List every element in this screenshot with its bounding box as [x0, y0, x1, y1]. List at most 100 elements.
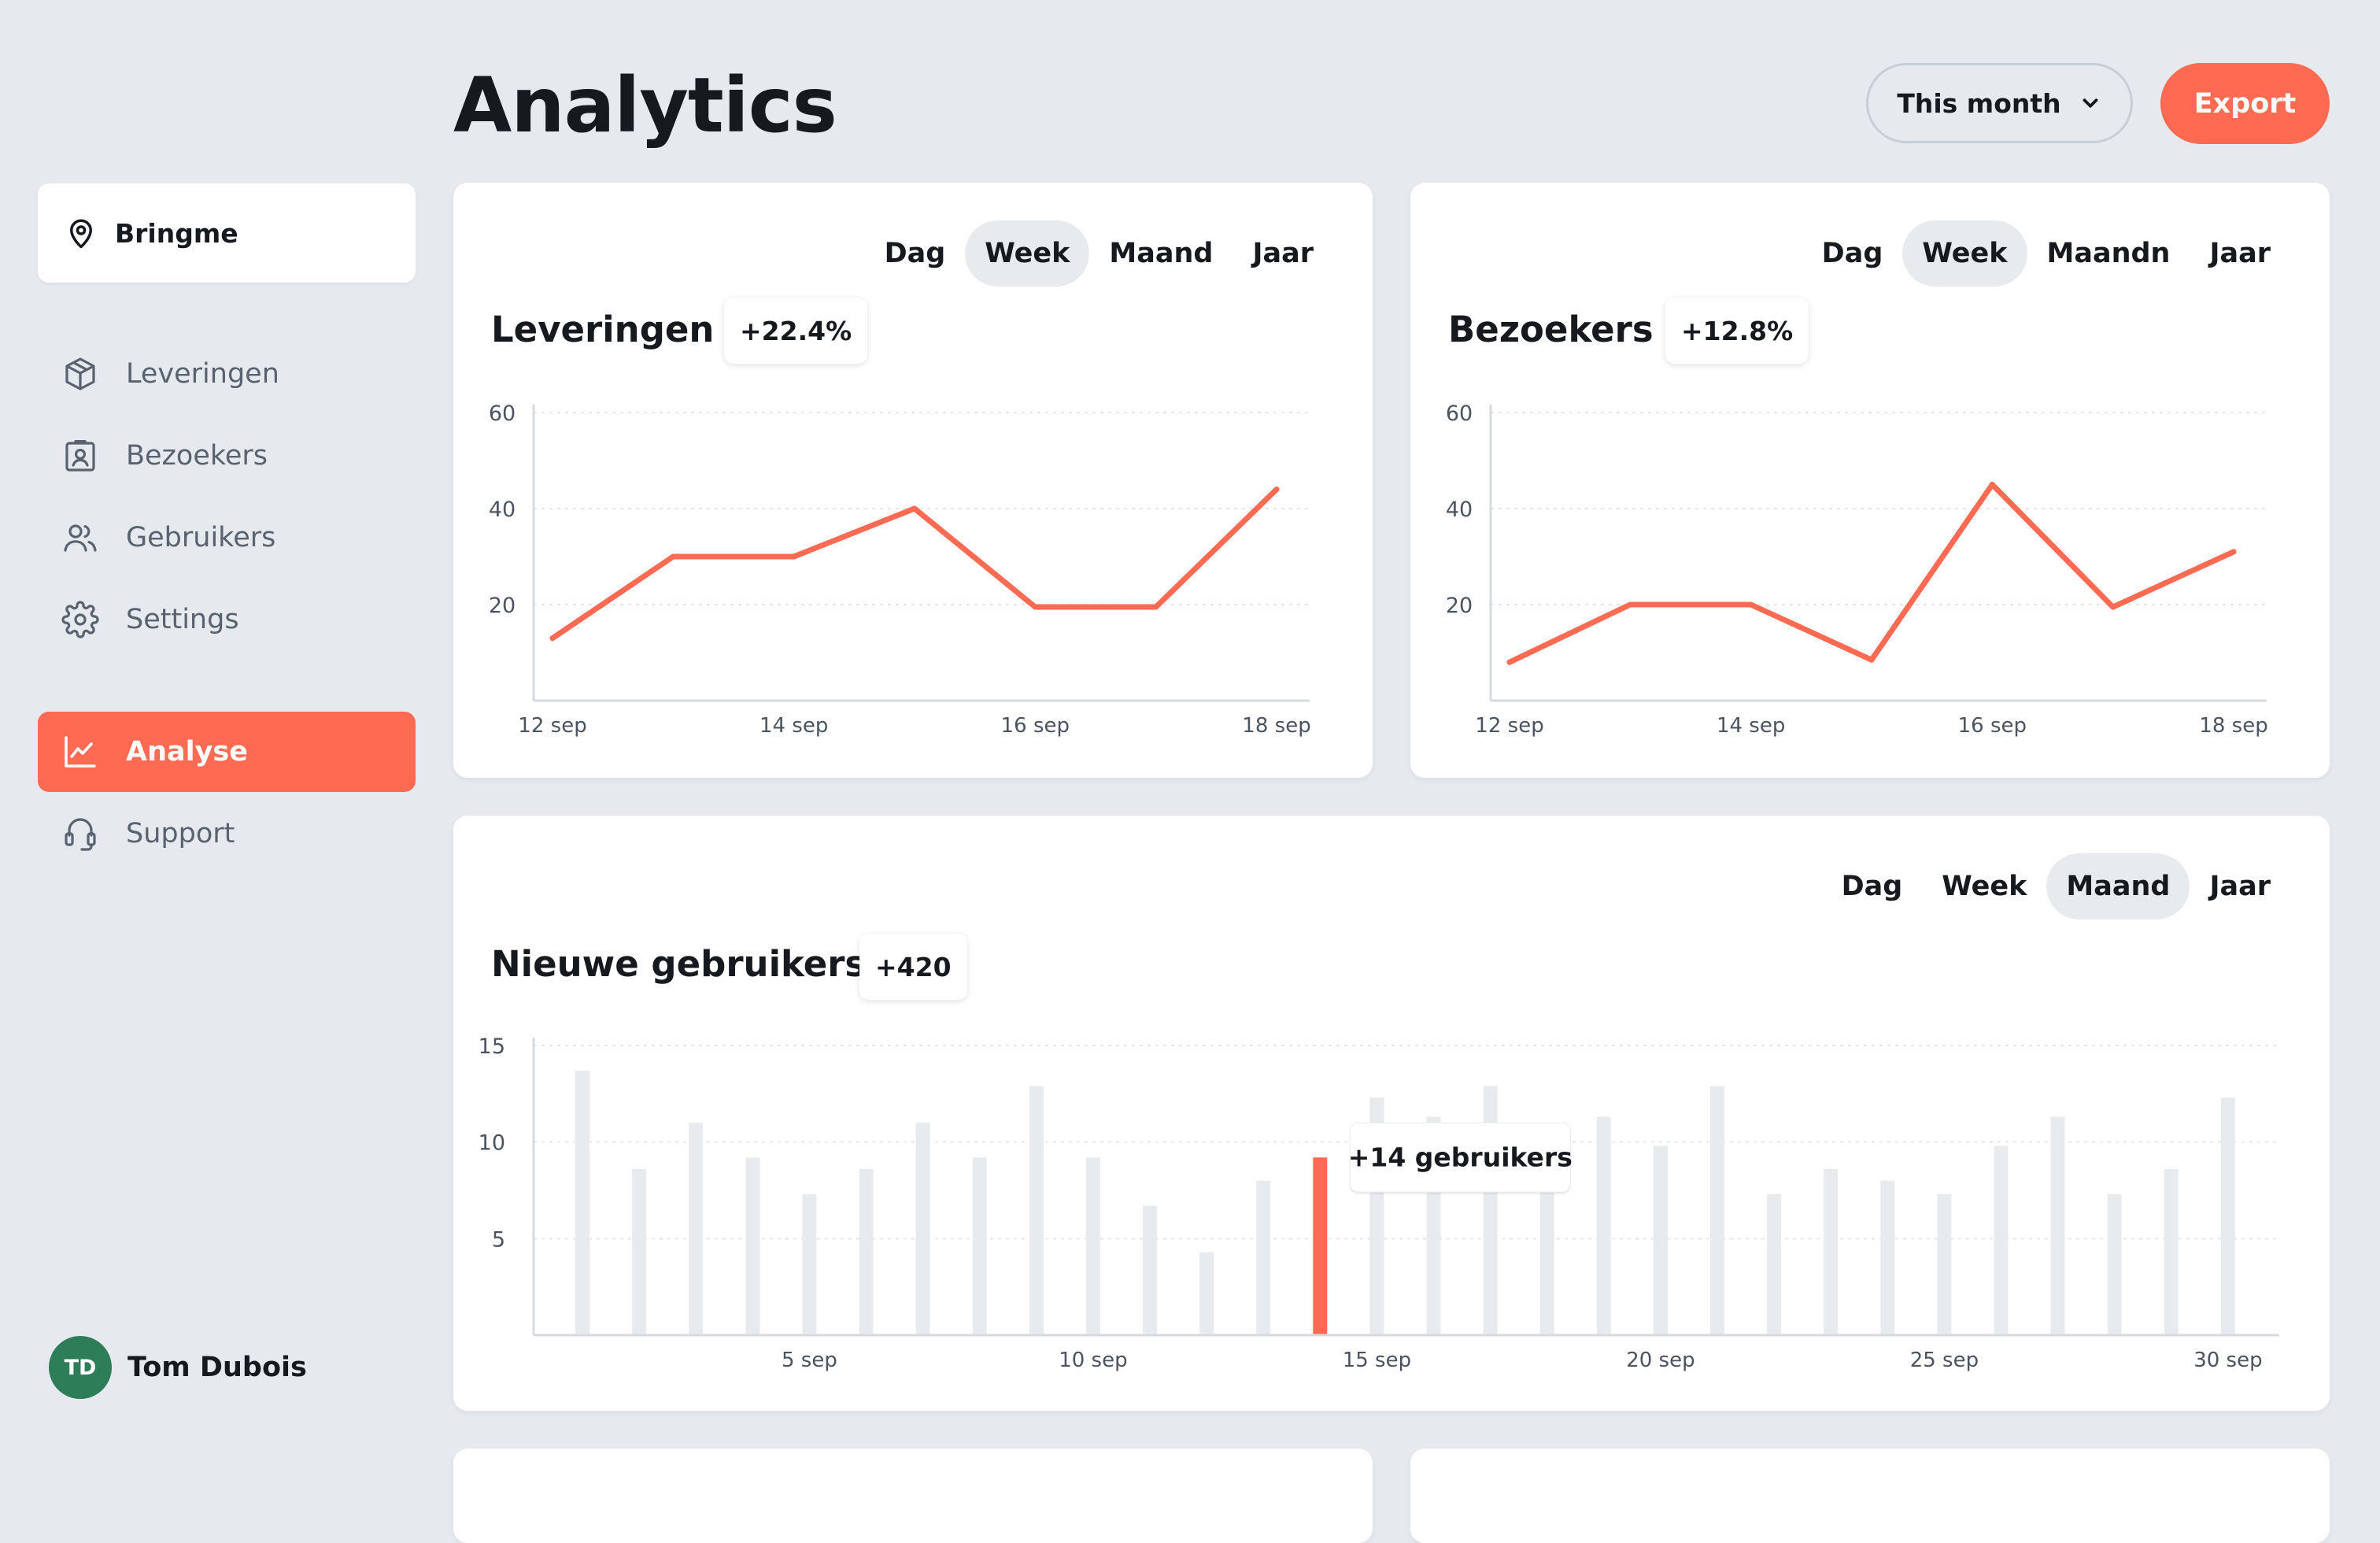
bar-highlighted	[1313, 1157, 1328, 1335]
x-tick-label: 16 sep	[1958, 714, 2027, 738]
growth-badge: +12.8%	[1665, 298, 1809, 364]
badge-icon	[65, 440, 95, 472]
deliveries-card: Dag Week Maand Jaar Leveringen +22.4% 20…	[453, 183, 1373, 778]
data-point	[1273, 487, 1280, 493]
tab-jaar[interactable]: Jaar	[2209, 238, 2271, 269]
bar	[1029, 1086, 1044, 1335]
sidebar-item-label: Leveringen	[126, 358, 279, 390]
deliveries-period-tabs: Dag Week Maand Jaar	[865, 220, 1333, 287]
bar	[2220, 1097, 2235, 1335]
tab-dag[interactable]: Dag	[884, 238, 946, 269]
headset-icon	[65, 818, 96, 851]
sidebar-item-label: Support	[126, 818, 235, 849]
organization-selector[interactable]: Bringme	[38, 183, 416, 283]
x-tick-label: 10 sep	[1059, 1349, 1127, 1372]
tab-jaar[interactable]: Jaar	[1252, 238, 1314, 269]
visitors-line-chart: 20 40 60 12 sep 14 sep 16 sep 18 sep	[1446, 401, 2268, 738]
sidebar-item-leveringen[interactable]: Leveringen	[38, 334, 416, 414]
bar	[1767, 1193, 1782, 1335]
y-tick-label: 60	[489, 401, 516, 426]
growth-badge: +22.4%	[724, 298, 868, 364]
y-tick-label: 60	[1446, 401, 1473, 426]
y-tick-label: 20	[489, 594, 516, 618]
bar	[1256, 1180, 1271, 1335]
tab-week[interactable]: Week	[1942, 871, 2027, 902]
visitors-period-tabs: Dag Week Maandn Jaar	[1802, 220, 2290, 287]
gear-icon	[61, 601, 99, 638]
bar	[1596, 1116, 1611, 1335]
data-point	[911, 505, 918, 512]
data-point	[2230, 549, 2237, 555]
users-icon	[64, 524, 97, 552]
avatar: TD	[49, 1336, 112, 1399]
sidebar-item-settings[interactable]: Settings	[38, 579, 416, 660]
data-point	[791, 553, 797, 560]
y-tick-label: 20	[1446, 594, 1473, 618]
y-tick-label: 40	[489, 498, 516, 522]
tooltip-box	[1349, 1122, 1571, 1193]
bar-tooltip: +14 gebruikers	[1348, 1122, 1572, 1195]
new-users-period-tabs: Dag Week Maand Jaar	[1822, 853, 2290, 920]
bar	[1994, 1145, 2009, 1335]
bar	[1824, 1169, 1839, 1335]
export-button[interactable]: Export	[2160, 63, 2330, 144]
data-point	[1506, 659, 1513, 665]
bar	[575, 1070, 589, 1335]
sidebar-item-label: Analyse	[126, 736, 249, 768]
sidebar-item-label: Settings	[126, 604, 239, 635]
x-tick-label: 16 sep	[1001, 714, 1070, 738]
user-name: Tom Dubois	[128, 1352, 307, 1383]
sidebar-item-analyse[interactable]: Analyse	[38, 712, 416, 792]
data-point	[1627, 601, 1633, 608]
data-point	[670, 553, 676, 560]
visitors-card: Dag Week Maandn Jaar Bezoekers +12.8% 20…	[1410, 183, 2330, 778]
bar	[745, 1157, 760, 1335]
y-tick-label: 15	[479, 1034, 505, 1059]
y-tick-label: 5	[492, 1227, 505, 1252]
series-line	[1506, 482, 2237, 665]
x-tick-label: 14 sep	[759, 714, 828, 738]
sidebar-item-support[interactable]: Support	[38, 794, 416, 874]
data-point	[1748, 601, 1754, 608]
deliveries-line-chart: 20 40 60 12 sep 14 sep 16 sep 18 sep	[489, 401, 1311, 738]
page-title: Analytics	[453, 61, 837, 150]
bar	[2050, 1116, 2065, 1335]
tab-week[interactable]: Week	[965, 220, 1090, 287]
period-dropdown-label: This month	[1897, 87, 2061, 119]
bar	[2107, 1193, 2122, 1335]
data-point	[1989, 482, 1995, 487]
chevron-down-icon	[2082, 98, 2097, 108]
tab-maand[interactable]: Maandn	[2046, 238, 2171, 269]
new-users-card: Dag Week Maand Jaar Nieuwe gebruikers +4…	[453, 816, 2330, 1411]
location-pin-icon	[70, 219, 92, 249]
bar	[1085, 1157, 1100, 1335]
period-dropdown[interactable]: This month	[1866, 63, 2133, 143]
x-tick-label: 14 sep	[1717, 714, 1785, 738]
data-point	[2110, 604, 2116, 610]
box-icon	[65, 357, 95, 390]
bar	[2164, 1169, 2179, 1335]
tab-maand[interactable]: Maand	[1109, 238, 1214, 269]
bar	[1653, 1145, 1668, 1335]
tab-dag[interactable]: Dag	[1821, 238, 1883, 269]
bar	[689, 1123, 704, 1335]
tab-jaar[interactable]: Jaar	[2209, 871, 2271, 902]
y-tick-label: 10	[479, 1131, 505, 1156]
user-profile[interactable]: TD Tom Dubois	[49, 1336, 307, 1399]
tab-dag[interactable]: Dag	[1841, 871, 1903, 902]
sidebar-item-gebruikers[interactable]: Gebruikers	[38, 498, 416, 578]
sidebar-item-label: Bezoekers	[126, 440, 268, 472]
x-tick-label: 18 sep	[1242, 714, 1310, 738]
x-tick-label: 20 sep	[1626, 1349, 1694, 1372]
x-tick-label: 12 sep	[518, 714, 586, 738]
data-point	[1153, 604, 1159, 610]
tab-maand[interactable]: Maand	[2046, 853, 2190, 920]
bar	[1880, 1180, 1895, 1335]
bar	[1143, 1205, 1157, 1335]
new-users-bar-chart: 5 10 15 5 sep 10 sep 15 sep 20 sep 25 sep 30 sep…	[479, 1034, 2279, 1372]
tab-week[interactable]: Week	[1902, 220, 2027, 287]
data-point	[549, 635, 556, 642]
x-tick-label: 12 sep	[1475, 714, 1543, 738]
data-point	[1032, 604, 1038, 610]
sidebar-item-bezoekers[interactable]: Bezoekers	[38, 416, 416, 496]
